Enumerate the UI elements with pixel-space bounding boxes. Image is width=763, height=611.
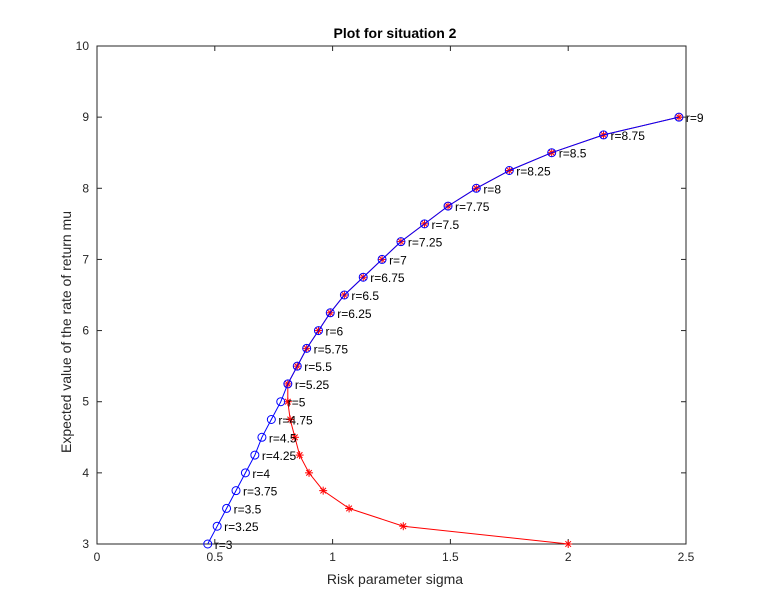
y-tick-label: 9 xyxy=(82,110,89,124)
y-axis-label: Expected value of the rate of return mu xyxy=(58,211,74,453)
series-red-point xyxy=(295,451,304,460)
point-labels: r=3 r=3.25 r=3.5 r=3.75 r=4 r=4.25 r=4.5 r=4.75… xyxy=(215,111,704,552)
series-blue-line xyxy=(207,116,680,545)
series-red-point xyxy=(674,113,683,122)
series-blue-point xyxy=(504,166,514,175)
series-blue-point xyxy=(283,379,293,389)
point-label: r=5 xyxy=(288,396,306,410)
series-blue-point xyxy=(419,219,429,229)
chart-title: Plot for situation 2 xyxy=(334,25,457,41)
point-label: r=8.5 xyxy=(559,147,587,161)
series-red-point xyxy=(283,397,292,406)
series-blue-point xyxy=(250,450,260,460)
point-label: r=8.25 xyxy=(516,165,551,179)
x-tick-label: 1.5 xyxy=(442,550,459,564)
y-tick-label: 8 xyxy=(82,181,89,195)
series-layer xyxy=(203,112,684,549)
series-blue-point xyxy=(276,397,286,407)
series-blue-point xyxy=(339,290,349,300)
x-tick-label: 2 xyxy=(565,550,572,564)
series-blue-point xyxy=(240,468,250,478)
point-label: r=7.5 xyxy=(431,218,459,232)
y-tick-label: 10 xyxy=(76,39,90,53)
point-label: r=6.75 xyxy=(370,271,405,285)
series-blue-point xyxy=(212,521,222,531)
series-blue-point xyxy=(547,148,557,158)
point-label: r=7.75 xyxy=(455,200,490,214)
series-blue-point xyxy=(443,201,453,211)
series-blue-point xyxy=(222,503,232,513)
series-blue-point xyxy=(471,183,481,193)
series-blue-point xyxy=(266,415,276,424)
y-tick-label: 6 xyxy=(82,324,89,338)
x-tick-label: 1 xyxy=(329,550,336,564)
series-blue-point xyxy=(358,272,368,282)
series-blue-point xyxy=(313,326,323,336)
series-blue-point xyxy=(377,254,387,264)
point-label: r=3.75 xyxy=(243,485,278,499)
point-label: r=4 xyxy=(252,467,270,481)
point-label: r=6 xyxy=(325,325,343,339)
point-label: r=6.5 xyxy=(351,289,379,303)
series-blue-point xyxy=(599,130,609,140)
y-tick-label: 3 xyxy=(82,537,89,551)
plot-frame xyxy=(96,45,687,545)
series-blue-point xyxy=(674,112,684,122)
point-label: r=4.75 xyxy=(278,414,313,428)
point-label: r=4.25 xyxy=(262,449,297,463)
point-label: r=5.5 xyxy=(304,360,332,374)
series-blue-point xyxy=(292,361,302,371)
series-red-point xyxy=(286,415,295,424)
plot-area: 0 0.5 1 1.5 2 2.5 3 4 5 6 7 8 9 10 xyxy=(76,39,695,564)
series-red-point xyxy=(345,504,354,513)
series-red-point xyxy=(399,522,408,531)
series-red-point xyxy=(305,468,314,477)
point-label: r=8.75 xyxy=(611,129,646,143)
point-label: r=5.25 xyxy=(295,378,330,392)
y-tick-label: 4 xyxy=(82,466,89,480)
point-label: r=3 xyxy=(215,538,233,552)
series-blue-point xyxy=(231,486,241,496)
x-tick-label: 0.5 xyxy=(206,550,223,564)
x-tick-label: 0 xyxy=(94,550,101,564)
point-label: r=5.75 xyxy=(314,342,349,356)
point-label: r=4.5 xyxy=(269,431,297,445)
series-blue-point xyxy=(302,343,312,353)
series-red-point xyxy=(290,433,299,442)
series-blue-point xyxy=(257,432,267,442)
series-blue-point xyxy=(203,539,213,549)
point-label: r=7.25 xyxy=(408,236,443,250)
x-axis-label: Risk parameter sigma xyxy=(327,571,463,587)
x-tick-label: 2.5 xyxy=(678,550,695,564)
point-label: r=6.25 xyxy=(337,307,372,321)
series-blue-point xyxy=(396,237,406,247)
point-label: r=3.25 xyxy=(224,520,259,534)
point-label: r=3.5 xyxy=(234,502,262,516)
series-red-point xyxy=(319,486,328,495)
point-label: r=7 xyxy=(389,253,407,267)
series-blue-point xyxy=(325,308,335,318)
point-label: r=8 xyxy=(483,182,501,196)
series-red-point xyxy=(564,540,573,548)
y-tick-label: 5 xyxy=(82,395,89,409)
point-label: r=9 xyxy=(686,111,704,125)
y-tick-label: 7 xyxy=(82,252,89,266)
